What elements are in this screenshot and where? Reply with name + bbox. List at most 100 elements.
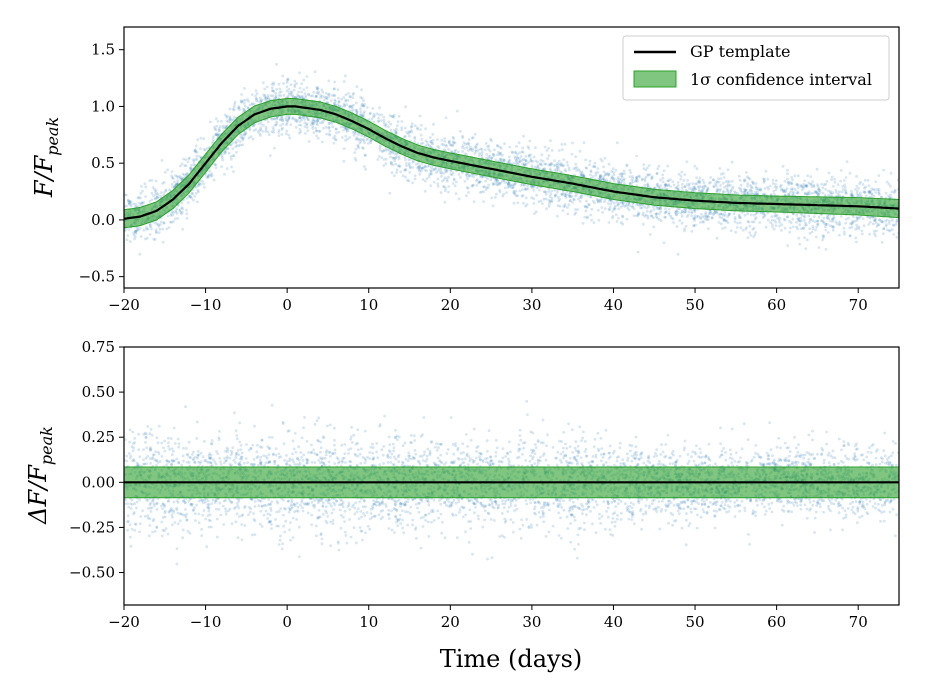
top-scatter-point xyxy=(657,218,661,221)
top-scatter-point xyxy=(425,177,429,181)
top-scatter-point xyxy=(252,129,256,132)
top-scatter-point xyxy=(328,129,332,133)
top-scatter-point xyxy=(694,187,698,191)
top-scatter-point xyxy=(574,155,577,159)
top-scatter-point xyxy=(169,220,172,224)
top-scatter-point xyxy=(478,180,482,184)
top-scatter-point xyxy=(274,96,278,100)
top-scatter-point xyxy=(269,94,273,97)
top-scatter-point xyxy=(743,189,747,192)
top-scatter-point xyxy=(695,176,698,180)
top-scatter-point xyxy=(756,191,759,195)
top-scatter-point xyxy=(238,140,242,144)
top-scatter-point xyxy=(658,205,662,209)
top-scatter-point xyxy=(319,121,322,125)
top-scatter-point xyxy=(410,124,413,128)
top-scatter-point xyxy=(600,159,604,163)
top-scatter-point xyxy=(519,155,523,158)
top-scatter-point xyxy=(314,126,318,130)
top-scatter-point xyxy=(745,226,748,229)
top-scatter-point xyxy=(232,105,236,109)
top-scatter-point xyxy=(506,183,510,187)
top-scatter-point xyxy=(285,119,289,123)
top-scatter-point xyxy=(716,187,719,191)
top-scatter-point xyxy=(235,144,239,148)
top-scatter-point xyxy=(451,143,455,147)
top-scatter-point xyxy=(410,125,413,129)
top-scatter-point xyxy=(423,179,427,183)
top-scatter-point xyxy=(763,187,767,190)
top-scatter-point xyxy=(609,202,613,206)
top-scatter-point xyxy=(496,144,500,148)
top-scatter-point xyxy=(607,202,610,205)
top-scatter-point xyxy=(719,187,722,191)
top-scatter-point xyxy=(666,179,670,183)
top-scatter-point xyxy=(767,187,770,191)
top-scatter-point xyxy=(260,122,263,126)
top-scatter-point xyxy=(616,203,620,206)
top-scatter-point xyxy=(620,201,624,205)
top-scatter-point xyxy=(545,149,549,152)
top-scatter-point xyxy=(658,186,662,190)
top-scatter-point xyxy=(600,206,604,209)
top-scatter-point xyxy=(475,142,479,146)
top-scatter-point xyxy=(363,153,367,157)
top-scatter-point xyxy=(345,129,349,133)
top-scatter-point xyxy=(243,133,247,137)
top-scatter-point xyxy=(792,190,795,194)
top-scatter-point xyxy=(161,227,165,231)
top-scatter-point xyxy=(703,214,707,218)
top-scatter-point xyxy=(360,96,364,100)
top-scatter-point xyxy=(582,174,586,178)
top-scatter-point xyxy=(395,155,399,158)
top-scatter-point xyxy=(623,172,626,176)
top-scatter-point xyxy=(762,180,766,184)
top-scatter-point xyxy=(891,223,895,227)
top-scatter-point xyxy=(796,227,799,231)
top-scatter-point xyxy=(635,175,638,179)
top-scatter-point xyxy=(692,217,695,221)
top-scatter-point xyxy=(612,207,616,211)
top-scatter-point xyxy=(722,214,726,217)
top-scatter-point xyxy=(549,163,552,167)
top-scatter-point xyxy=(174,209,178,213)
top-scatter-point xyxy=(677,172,681,176)
top-scatter-point xyxy=(595,198,599,201)
top-scatter-point xyxy=(873,188,877,191)
top-scatter-point xyxy=(468,174,471,178)
top-scatter-point xyxy=(487,147,490,151)
top-scatter-point xyxy=(722,176,726,179)
top-scatter-point xyxy=(761,192,765,196)
top-scatter-point xyxy=(418,165,421,168)
top-scatter-point xyxy=(435,138,439,141)
top-scatter-point xyxy=(180,162,184,166)
top-scatter-point xyxy=(348,136,352,139)
top-scatter-point xyxy=(880,195,884,199)
top-scatter-point xyxy=(680,186,684,190)
top-scatter-point xyxy=(681,189,685,192)
top-scatter-point xyxy=(560,192,563,196)
top-scatter-point xyxy=(440,139,444,142)
top-scatter-point xyxy=(160,159,164,162)
top-scatter-point xyxy=(799,227,803,231)
top-scatter-point xyxy=(478,180,482,184)
top-scatter-point xyxy=(302,78,306,82)
top-scatter-point xyxy=(661,173,665,177)
top-scatter-point xyxy=(613,206,617,210)
top-scatter-point xyxy=(264,125,268,129)
top-scatter-point xyxy=(359,107,362,111)
top-scatter-point xyxy=(889,184,892,188)
top-scatter-point xyxy=(486,145,489,149)
top-scatter-point xyxy=(520,150,524,154)
top-scatter-point xyxy=(798,223,802,227)
top-scatter-point xyxy=(623,205,627,208)
top-scatter-point xyxy=(562,205,566,209)
top-scatter-point xyxy=(221,158,225,162)
top-scatter-point xyxy=(408,130,411,134)
top-scatter-point xyxy=(230,165,233,169)
top-scatter-point xyxy=(395,127,398,131)
top-scatter-point xyxy=(589,173,592,177)
top-scatter-point xyxy=(194,144,198,148)
top-scatter-point xyxy=(712,178,716,182)
top-scatter-point xyxy=(680,183,684,186)
